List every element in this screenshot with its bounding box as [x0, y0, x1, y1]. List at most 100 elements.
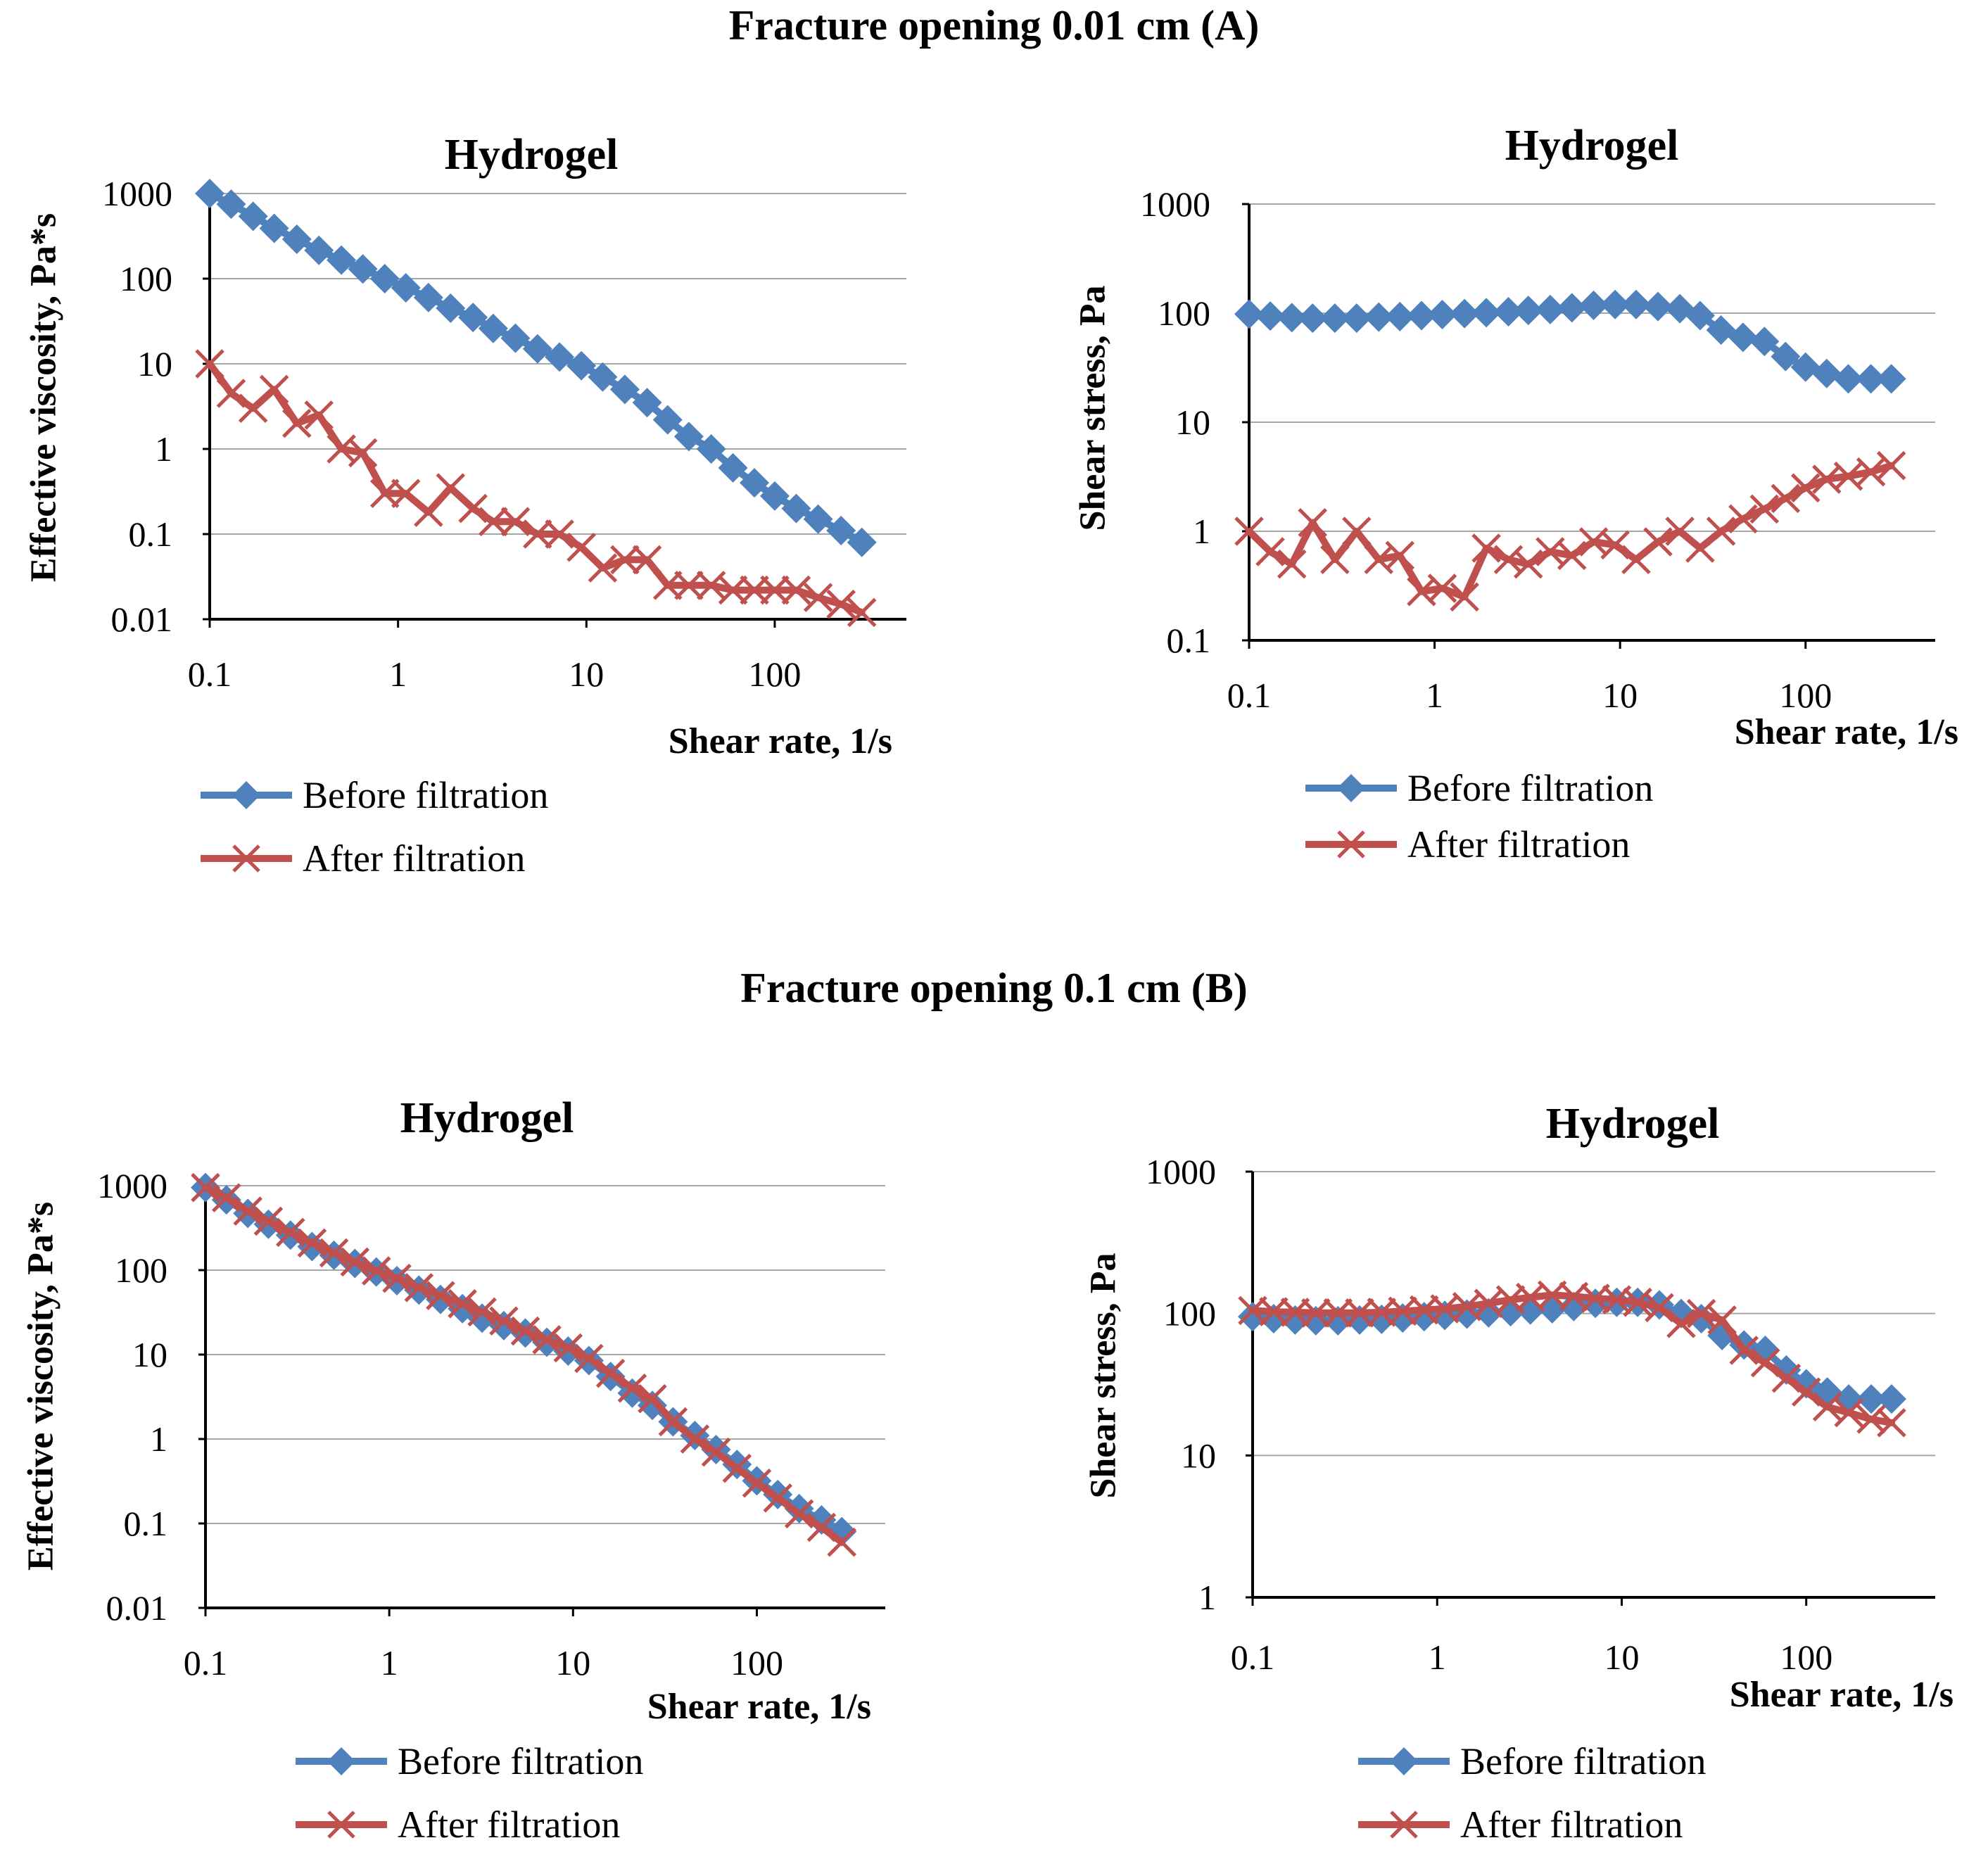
data-point	[545, 342, 575, 372]
data-point	[652, 405, 683, 435]
data-point	[1535, 294, 1565, 324]
data-point	[806, 1505, 837, 1535]
data-point	[847, 527, 877, 557]
data-point	[1345, 1298, 1374, 1328]
data-point	[1642, 291, 1673, 322]
data-point	[781, 575, 811, 605]
x-tick-label: 10	[555, 1643, 590, 1682]
y-tick-label: 0.01	[106, 1588, 168, 1628]
data-point	[1728, 504, 1758, 534]
chart-title: Hydrogel	[400, 1094, 574, 1142]
section-title-a: Fracture opening 0.01 cm (A)	[728, 2, 1260, 49]
data-point	[216, 189, 246, 220]
data-point	[1578, 290, 1609, 320]
data-point	[467, 1297, 497, 1327]
data-point	[588, 553, 618, 583]
chart-title: Hydrogel	[1546, 1100, 1720, 1148]
data-point	[1471, 298, 1502, 328]
legend-label: After filtration	[303, 837, 525, 880]
data-point	[1771, 1355, 1802, 1385]
data-point	[1513, 296, 1543, 326]
data-point	[1790, 473, 1821, 503]
data-point	[1729, 1336, 1759, 1365]
data-point	[1406, 300, 1436, 331]
data-point	[1750, 1348, 1780, 1378]
data-point	[426, 1281, 455, 1310]
data-point	[1427, 573, 1457, 603]
data-point	[574, 1343, 604, 1374]
data-point	[759, 481, 790, 511]
chart-A-viscosity: Hydrogel 0.01 0.1 1 10 100 1000 0.1 1 10 100 Shear …	[24, 131, 906, 880]
data-point	[1427, 300, 1457, 330]
data-point	[211, 1183, 241, 1212]
data-point	[1301, 1298, 1331, 1328]
legend-label: After filtration	[1460, 1804, 1683, 1846]
data-point	[304, 235, 334, 265]
y-tick-label: 0.1	[1167, 621, 1211, 660]
data-point	[1771, 1363, 1802, 1393]
y-tick-label: 10	[1181, 1435, 1216, 1475]
x-axis-label: Shear rate, 1/s	[1735, 712, 1958, 752]
data-point	[803, 504, 833, 534]
legend-marker	[1337, 774, 1365, 802]
y-axis-label: Shear stress, Pa	[1084, 1253, 1124, 1498]
data-point	[1557, 293, 1587, 323]
data-point	[1320, 545, 1350, 575]
x-tick-label: 1	[389, 654, 407, 694]
data-point	[827, 1527, 856, 1557]
data-point	[1685, 300, 1715, 331]
data-point	[1385, 540, 1415, 571]
data-point	[784, 1499, 814, 1529]
x-tick-label: 0.1	[188, 654, 232, 694]
data-point	[1388, 1296, 1417, 1326]
data-point	[458, 493, 488, 524]
data-point	[1707, 1305, 1737, 1335]
y-tick-label: 1	[155, 429, 172, 469]
data-point	[478, 313, 508, 343]
data-point	[1790, 352, 1821, 382]
legend-label: Before filtration	[1460, 1740, 1706, 1782]
data-point	[1557, 540, 1587, 571]
data-point	[327, 245, 357, 275]
data-point	[391, 273, 421, 303]
data-point	[1342, 516, 1372, 546]
data-point	[233, 1196, 262, 1226]
data-point	[1728, 322, 1758, 353]
data-point	[348, 254, 378, 284]
data-point	[595, 1358, 626, 1388]
data-point	[304, 400, 334, 430]
legend-marker	[1337, 830, 1365, 858]
data-point	[458, 303, 488, 333]
data-point	[489, 1306, 519, 1336]
data-point	[588, 362, 618, 392]
data-point	[1856, 457, 1886, 487]
data-point	[1812, 1392, 1842, 1422]
legend-marker	[1390, 1811, 1418, 1839]
data-point	[1666, 1309, 1696, 1338]
y-tick-label: 10	[1175, 403, 1210, 442]
data-point	[510, 1316, 540, 1346]
legend-marker	[232, 781, 260, 809]
data-point	[1876, 364, 1906, 394]
data-point	[348, 438, 378, 468]
data-point	[1323, 1298, 1353, 1328]
data-point	[1877, 1408, 1906, 1438]
data-point	[500, 507, 531, 537]
data-point	[281, 224, 312, 255]
y-tick-label: 10	[137, 344, 172, 384]
y-tick-label: 0.1	[129, 514, 173, 554]
y-tick-label: 1	[1198, 1578, 1216, 1617]
legend-label: Before filtration	[303, 774, 548, 816]
legend-label: Before filtration	[398, 1740, 643, 1782]
data-point	[413, 282, 443, 312]
data-point	[216, 379, 246, 408]
data-point	[696, 434, 726, 464]
data-point	[281, 408, 312, 438]
data-point	[1600, 530, 1630, 560]
data-point	[522, 334, 552, 364]
data-point	[500, 323, 531, 353]
data-point	[1771, 341, 1801, 372]
data-point	[253, 1206, 284, 1236]
